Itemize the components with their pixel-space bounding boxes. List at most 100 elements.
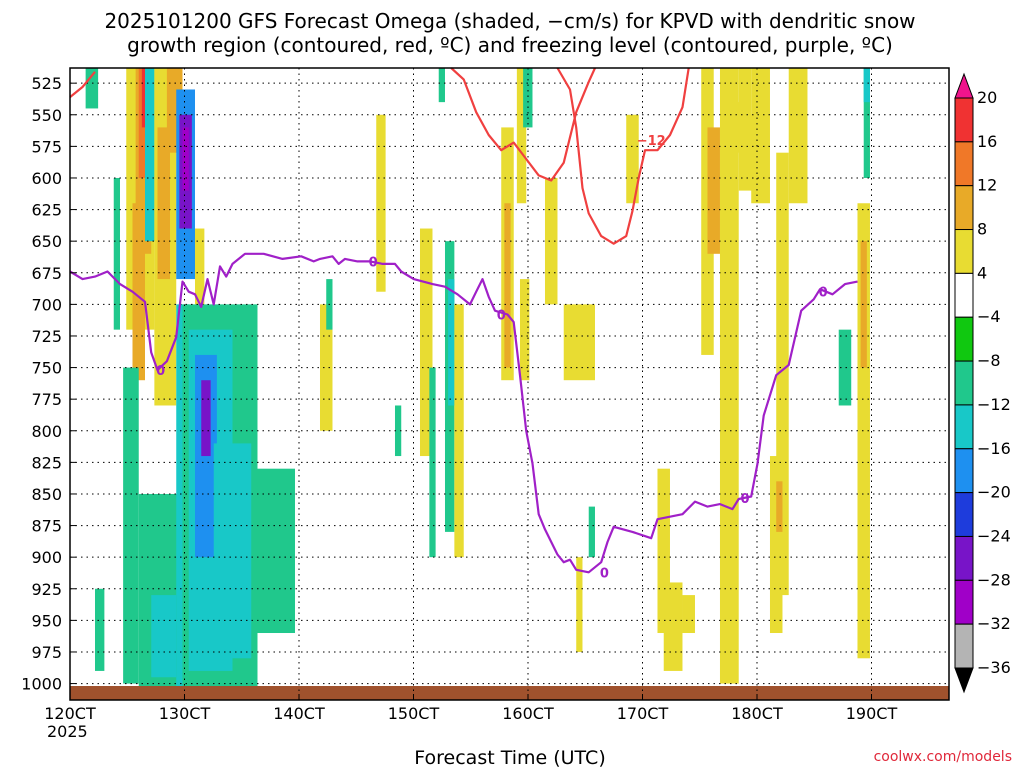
freezing-level-contour — [69, 252, 858, 574]
chart-title-line2: growth region (contoured, red, ºC) and f… — [127, 33, 893, 57]
omega-cell — [257, 468, 295, 634]
x-tick-label: 170CT — [617, 704, 669, 723]
omega-cell — [157, 127, 170, 280]
omega-cell — [576, 557, 583, 652]
omega-cell — [429, 367, 436, 558]
omega-cell — [776, 481, 783, 532]
colorbar-box — [954, 272, 974, 318]
dgz-contour-right — [556, 67, 690, 245]
colorbar-box — [954, 404, 974, 450]
omega-cell — [516, 68, 527, 204]
y-tick-label: 900 — [31, 548, 62, 567]
colorbar-bottom-triangle — [954, 667, 974, 694]
grid-lines — [70, 68, 949, 700]
colorbar-box — [954, 97, 974, 143]
dgz-contour-cell — [450, 67, 597, 182]
y-tick-label: 800 — [31, 422, 62, 441]
freezing-level-label: 0 — [369, 255, 378, 270]
omega-cell — [563, 304, 595, 381]
omega-cell — [113, 177, 120, 330]
omega-cell — [94, 588, 105, 671]
y-tick-label: 700 — [31, 295, 62, 314]
colorbar: 20 16 12 8 4 −4 −8 −12 −16 −20 −24 −28 −32 −36 — [954, 72, 1011, 694]
y-tick-label: 875 — [31, 517, 62, 536]
colorbar-label: 20 — [977, 88, 997, 107]
omega-cell — [194, 354, 217, 558]
colorbar-label: −4 — [977, 307, 1001, 326]
terrain-strip — [70, 686, 949, 700]
y-tick-label: 525 — [31, 74, 62, 93]
freezing-level-label: 0 — [497, 308, 506, 323]
colorbar-box — [954, 141, 974, 187]
y-axis: 525 550 575 600 625 650 675 700 725 750 775 800 825 8… — [21, 74, 76, 694]
omega-cell — [504, 203, 511, 368]
omega-cell — [182, 127, 189, 191]
colorbar-box — [954, 316, 974, 362]
y-tick-label: 600 — [31, 169, 62, 188]
omega-cell — [438, 68, 445, 103]
terrain-fill — [70, 686, 949, 700]
colorbar-label: −20 — [977, 483, 1011, 502]
y-tick-label: 775 — [31, 390, 62, 409]
omega-cell — [213, 443, 252, 659]
y-tick-label: 850 — [31, 485, 62, 504]
omega-cell — [454, 304, 464, 558]
omega-cell — [194, 228, 205, 305]
colorbar-label: 12 — [977, 176, 997, 195]
omega-cell — [863, 68, 870, 103]
x-tick-label: 180CT — [731, 704, 783, 723]
omega-shading — [85, 68, 870, 690]
x-tick-label: 160CT — [502, 704, 554, 723]
omega-cell — [788, 68, 808, 204]
y-tick-label: 725 — [31, 327, 62, 346]
freezing-level-label: 0 — [740, 492, 749, 507]
omega-cell — [151, 595, 177, 678]
omega-cell — [588, 506, 595, 558]
colorbar-label: 16 — [977, 132, 997, 151]
y-tick-label: 750 — [31, 359, 62, 378]
omega-cell — [860, 241, 867, 368]
x-tick-label: 190CT — [846, 704, 898, 723]
colorbar-label: −16 — [977, 439, 1011, 458]
y-tick-label: 575 — [31, 137, 62, 156]
freezing-level-label: 0 — [819, 286, 828, 301]
plot-border — [69, 67, 950, 701]
y-tick-label: 625 — [31, 201, 62, 220]
omega-cell — [144, 68, 155, 242]
omega-cell — [838, 329, 852, 406]
colorbar-label: 4 — [977, 263, 987, 282]
colorbar-box — [954, 623, 974, 669]
omega-cell — [523, 68, 533, 128]
x-tick-label: 130CT — [159, 704, 211, 723]
chart-title-line1: 2025101200 GFS Forecast Omega (shaded, −… — [104, 9, 915, 33]
colorbar-box — [954, 360, 974, 406]
x-tick-label: 150CT — [388, 704, 440, 723]
y-tick-label: 550 — [31, 106, 62, 125]
omega-cell — [707, 127, 720, 254]
colorbar-label: −28 — [977, 570, 1011, 589]
contour-lines: 0 0 0 0 0 0 −12 — [69, 67, 858, 581]
omega-cell — [141, 68, 145, 128]
colorbar-box — [954, 448, 974, 494]
omega-cell — [626, 114, 639, 204]
y-tick-label: 1000 — [21, 675, 62, 694]
x-tick-label: 120CT — [44, 704, 96, 723]
x-tick-label: 140CT — [273, 704, 325, 723]
omega-cell — [682, 595, 695, 634]
colorbar-top-triangle — [954, 72, 974, 99]
y-tick-label: 650 — [31, 232, 62, 251]
freezing-level-label: 0 — [156, 364, 165, 379]
colorbar-box — [954, 229, 974, 274]
colorbar-box — [954, 492, 974, 537]
x-axis-label: Forecast Time (UTC) — [414, 747, 605, 768]
omega-cell — [201, 380, 211, 457]
credit-text: coolwx.com/models — [874, 749, 1012, 765]
colorbar-box — [954, 535, 974, 581]
omega-cell — [394, 405, 402, 457]
colorbar-label: −12 — [977, 395, 1011, 414]
y-tick-label: 925 — [31, 580, 62, 599]
dgz-contour-label: −12 — [637, 134, 666, 149]
colorbar-label: −32 — [977, 614, 1011, 633]
y-tick-label: 675 — [31, 264, 62, 283]
